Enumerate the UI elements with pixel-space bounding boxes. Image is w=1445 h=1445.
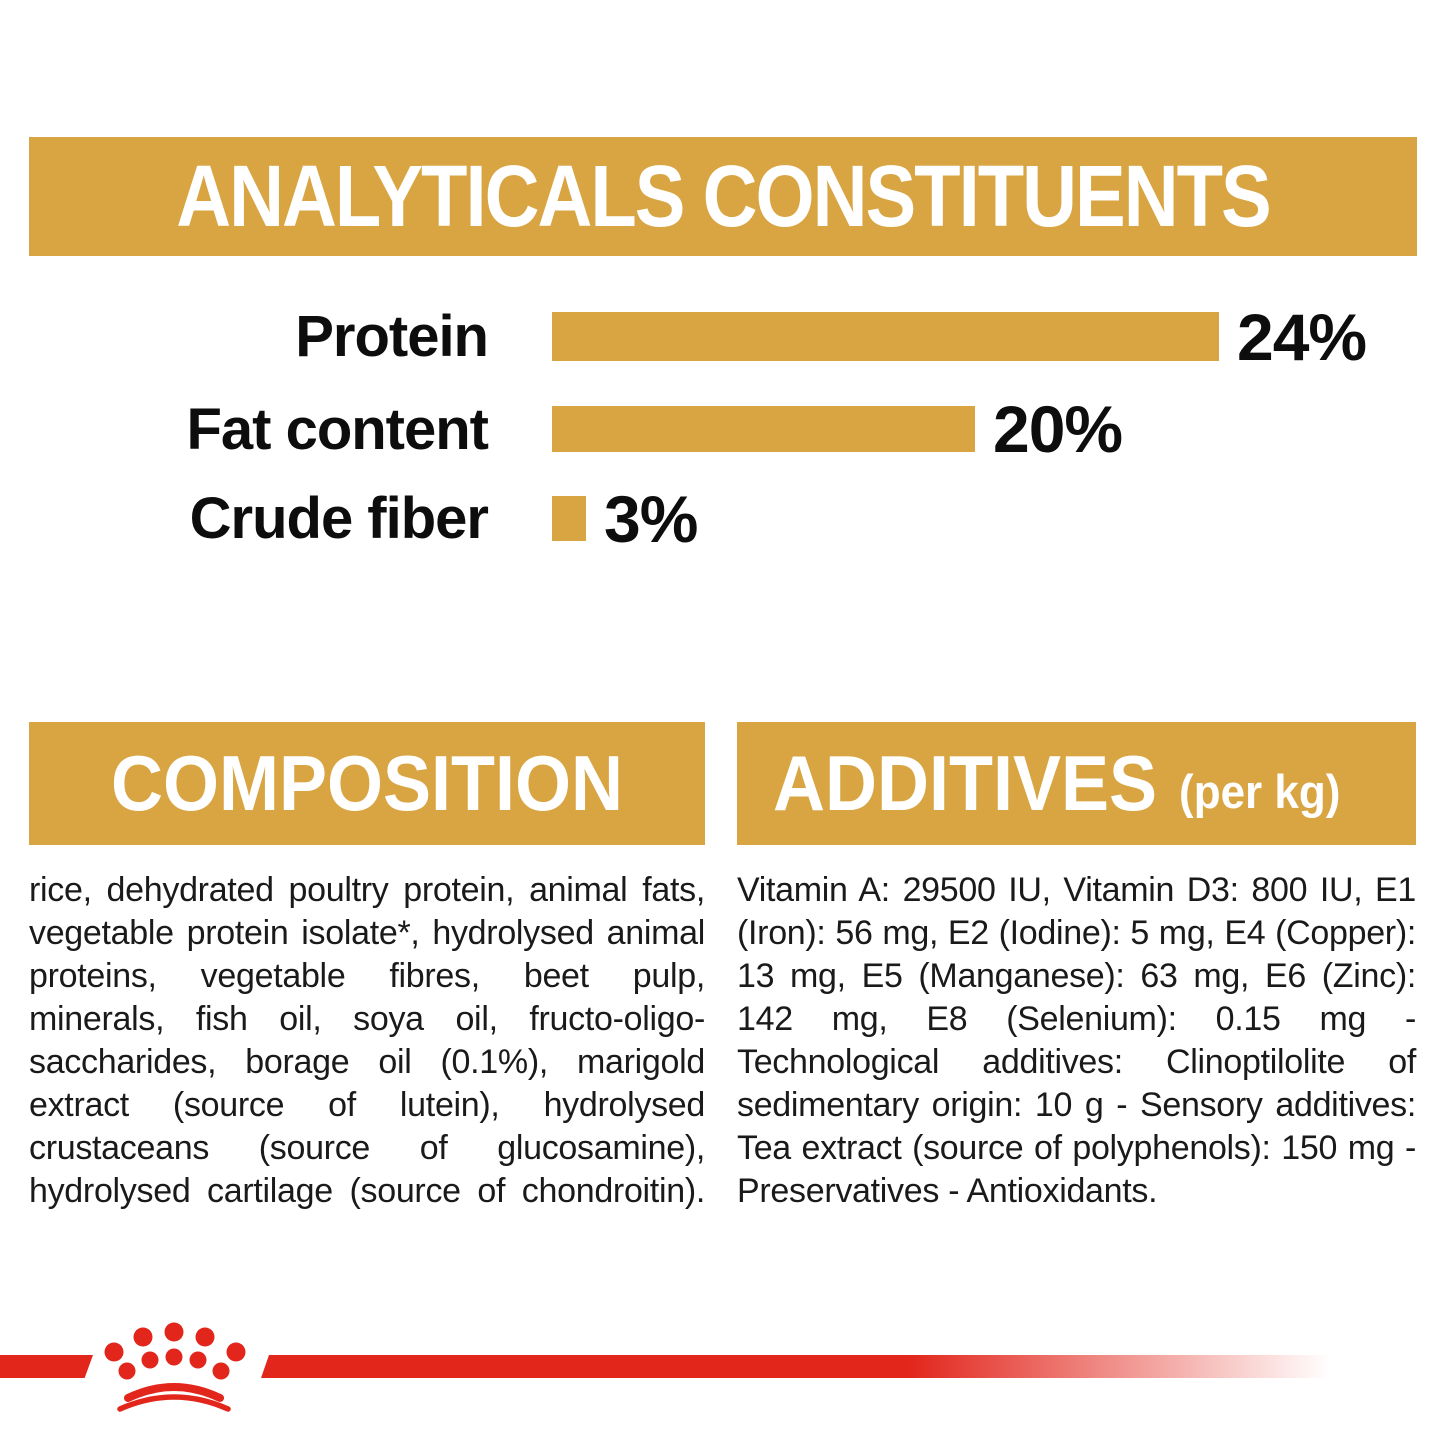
additives-title-suffix: (per kg) — [1179, 765, 1341, 819]
chart-row-crude-fiber: Crude fiber 3% — [0, 482, 1445, 556]
chart-category-label: Crude fiber — [189, 486, 489, 551]
additives-section: ADDITIVES (per kg) Vitamin A: 29500 IU, … — [737, 722, 1416, 1213]
brand-stripe-left — [0, 1355, 93, 1378]
analyticals-title: ANALYTICALS CONSTITUENTS — [176, 147, 1271, 246]
chart-bar-fat-content — [552, 406, 975, 452]
chart-category-label: Fat content — [186, 396, 489, 462]
composition-section: COMPOSITION rice, dehydrated poultry pro… — [29, 722, 705, 1213]
chart-row-fat-content: Fat content 20% — [0, 392, 1445, 466]
composition-body-text: rice, dehydrated poultry protein, animal… — [29, 871, 705, 1210]
chart-bar-protein — [552, 312, 1219, 361]
chart-value-label: 3% — [604, 481, 698, 556]
additives-body-text: Vitamin A: 29500 IU, Vitamin D3: 800 IU,… — [737, 871, 1416, 1210]
analyticals-banner: ANALYTICALS CONSTITUENTS — [29, 137, 1417, 256]
composition-header: COMPOSITION — [29, 722, 705, 845]
additives-title: ADDITIVES — [773, 740, 1158, 827]
royal-canin-crown-logo — [104, 1322, 246, 1412]
chart-category-label: Protein — [295, 304, 489, 369]
chart-value-label: 24% — [1237, 299, 1367, 374]
additives-header: ADDITIVES (per kg) — [737, 722, 1416, 845]
chart-value-label: 20% — [993, 392, 1123, 466]
chart-bar-crude-fiber — [552, 496, 586, 541]
chart-row-protein: Protein 24% — [0, 300, 1445, 374]
composition-title: COMPOSITION — [110, 740, 623, 827]
brand-stripe-right — [261, 1355, 1341, 1378]
